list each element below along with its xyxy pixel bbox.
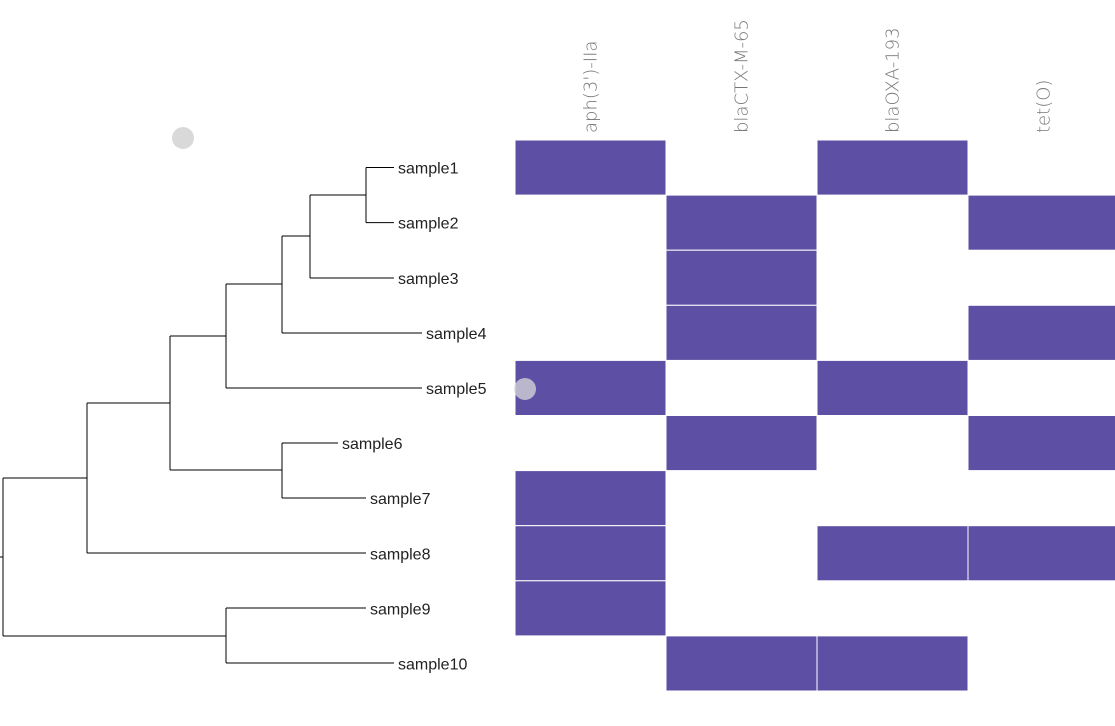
leaf-label: sample4 bbox=[426, 326, 487, 343]
heatmap-cell bbox=[514, 525, 667, 582]
heatmap-cell bbox=[816, 359, 969, 416]
heatmap-cell bbox=[665, 415, 818, 472]
heatmap-cell bbox=[967, 304, 1115, 361]
heatmap-cell bbox=[665, 194, 818, 251]
heatmap-cell bbox=[514, 359, 667, 416]
column-label: blaCTX-M-65 bbox=[732, 19, 753, 133]
heatmap-cell bbox=[816, 139, 969, 196]
leaf-label: sample6 bbox=[342, 436, 403, 453]
heatmap-cell bbox=[665, 635, 818, 692]
heatmap-cell bbox=[665, 304, 818, 361]
heatmap-cell bbox=[967, 525, 1115, 582]
heatmap bbox=[514, 139, 1115, 692]
dendrogram bbox=[0, 167, 422, 664]
leaf-label: sample5 bbox=[426, 381, 487, 398]
column-label: aph(3')-IIa bbox=[581, 41, 602, 133]
column-label: tet(O) bbox=[1034, 80, 1055, 133]
leaf-label: sample2 bbox=[398, 216, 459, 233]
leaf-labels: sample1 sample2 sample3 sample4 sample5 sampl… bbox=[342, 161, 487, 674]
heatmap-column-labels: aph(3')-IIa blaCTX-M-65 blaOXA-193 tet(O) bbox=[581, 19, 1055, 133]
marker-dot bbox=[172, 127, 194, 149]
heatmap-cell bbox=[514, 580, 667, 637]
heatmap-cell bbox=[514, 470, 667, 527]
heatmap-cell bbox=[665, 249, 818, 306]
leaf-label: sample3 bbox=[398, 271, 459, 288]
column-label: blaOXA-193 bbox=[883, 27, 904, 133]
heatmap-cell bbox=[967, 415, 1115, 472]
heatmap-cell bbox=[816, 635, 969, 692]
leaf-label: sample10 bbox=[398, 656, 467, 673]
heatmap-cell bbox=[967, 194, 1115, 251]
leaf-label: sample8 bbox=[370, 546, 431, 563]
heatmap-cell bbox=[514, 139, 667, 196]
heatmap-cell bbox=[816, 525, 969, 582]
leaf-label: sample9 bbox=[370, 601, 431, 618]
marker-dot bbox=[514, 378, 536, 400]
leaf-label: sample1 bbox=[398, 161, 459, 178]
leaf-label: sample7 bbox=[370, 491, 431, 508]
